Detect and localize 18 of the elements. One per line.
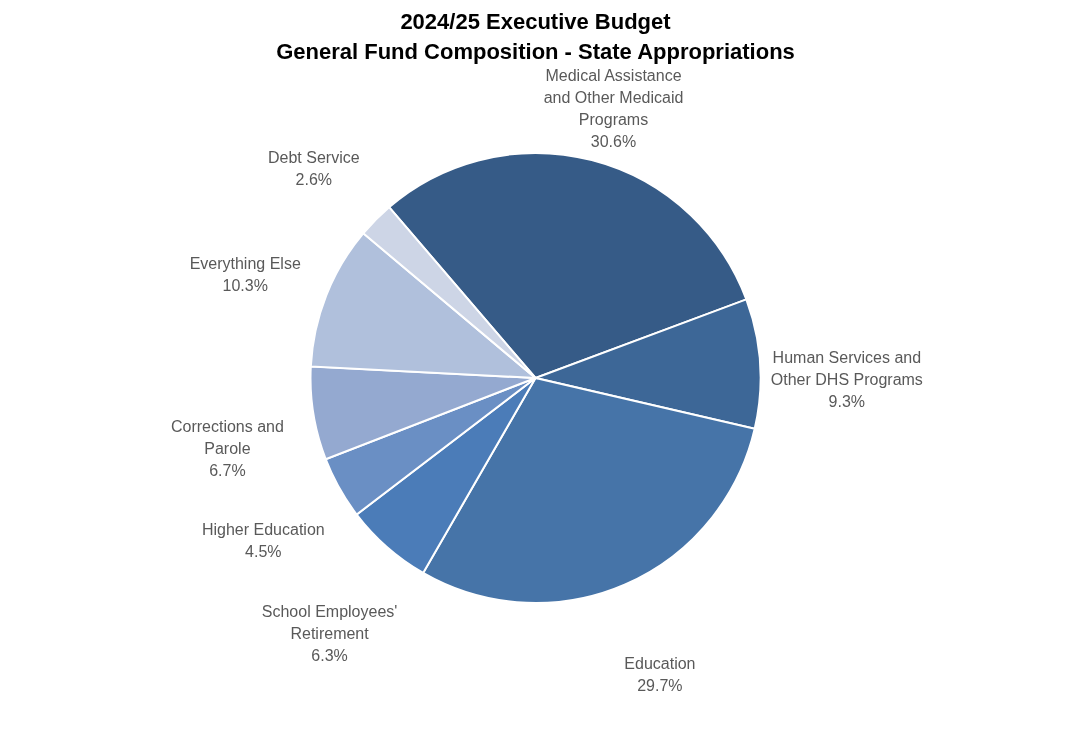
data-label: 9.3% [828, 392, 866, 410]
data-label: 10.3% [222, 276, 268, 294]
data-label: 4.5% [245, 543, 282, 561]
slice-label: Education [624, 655, 696, 673]
slice-label: Debt Service [268, 149, 360, 167]
slice-label: Higher Education [201, 521, 325, 539]
slice-label: Medical Assistance and Other Medicaid Programs [543, 66, 684, 128]
data-label: 2.6% [295, 171, 333, 189]
slice-label: Everything Else [189, 254, 301, 272]
data-label: 29.7% [637, 677, 683, 695]
text: 2024/25 Executive Budget [400, 8, 671, 34]
text: General Fund Composition - State Appropriations [276, 38, 795, 64]
data-label: 30.6% [590, 132, 637, 150]
slice-label: Corrections and Parole [170, 418, 284, 458]
data-label: 6.7% [209, 462, 246, 480]
data-label: 6.3% [311, 647, 348, 665]
slice-label: School Employees' Retirement [261, 603, 398, 643]
slice-label: Human Services and Other DHS Programs [770, 348, 923, 388]
